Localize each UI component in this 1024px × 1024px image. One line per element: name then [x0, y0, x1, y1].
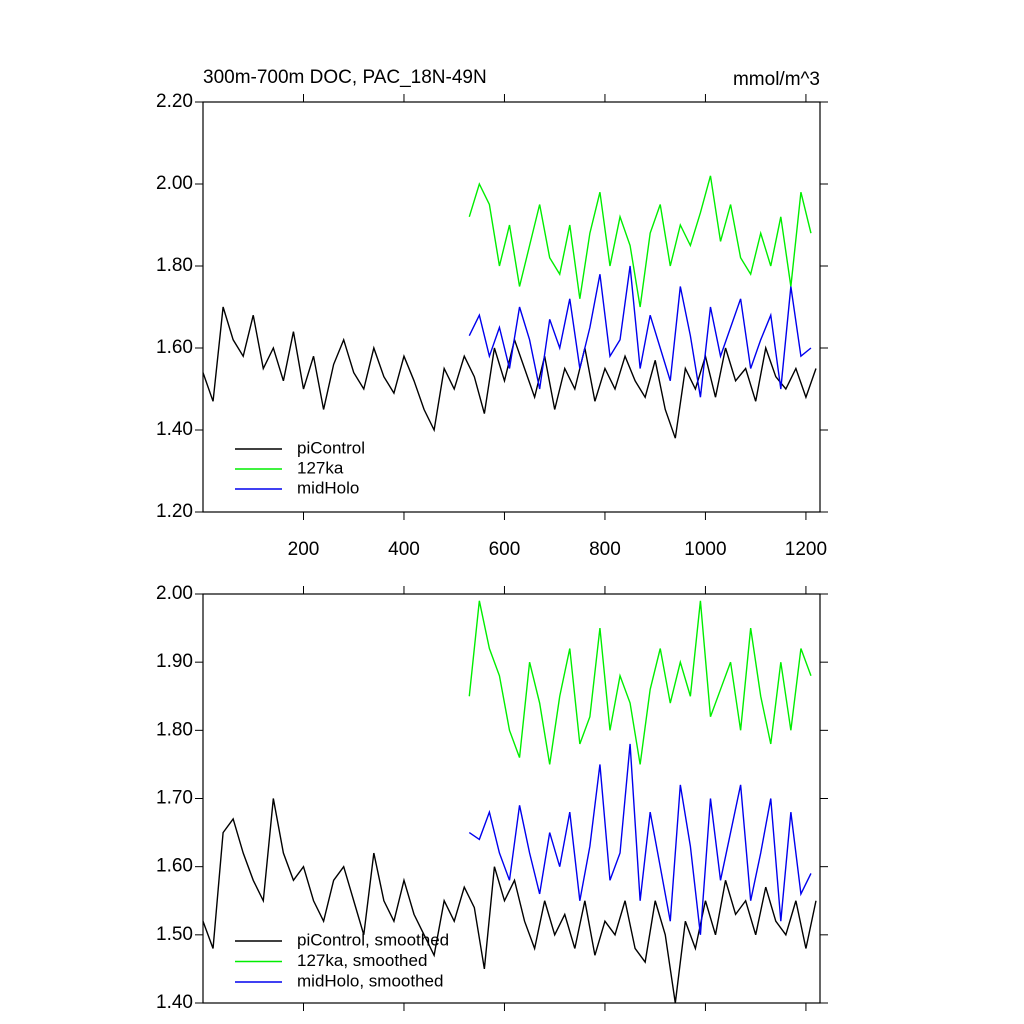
y-tick-label: 1.80 [156, 719, 193, 740]
y-tick-label: 1.80 [156, 255, 193, 276]
legend-label: midHolo [297, 478, 359, 497]
unit-label: mmol/m^3 [733, 69, 820, 90]
x-tick-label: 200 [288, 539, 320, 560]
plot-frame [202, 101, 821, 513]
legend-label: midHolo, smoothed [297, 971, 443, 990]
y-tick-label: 2.20 [156, 91, 193, 112]
legend-label: piControl, smoothed [297, 930, 449, 949]
series-line [202, 798, 817, 1004]
x-tick-label: 1200 [785, 539, 827, 560]
legend-label: 127ka [297, 458, 344, 477]
x-tick-label: 1000 [684, 539, 726, 560]
y-tick-label: 1.20 [156, 501, 193, 522]
series-line [468, 265, 812, 398]
series-line [468, 600, 812, 765]
x-tick-label: 800 [589, 539, 621, 560]
plot-frame [202, 593, 821, 1004]
legend-label: 127ka, smoothed [297, 951, 427, 970]
x-tick-label: 600 [489, 539, 521, 560]
y-tick-label: 1.40 [156, 992, 193, 1013]
y-tick-label: 1.40 [156, 419, 193, 440]
x-tick-label: 400 [388, 539, 420, 560]
series-line [202, 306, 817, 439]
y-tick-label: 1.60 [156, 337, 193, 358]
legend-label: piControl [297, 438, 365, 457]
y-tick-label: 2.00 [156, 173, 193, 194]
y-tick-label: 1.90 [156, 651, 193, 672]
series-line [468, 175, 812, 308]
y-tick-label: 1.70 [156, 788, 193, 809]
series-line [468, 743, 812, 935]
y-tick-label: 1.50 [156, 924, 193, 945]
chart-title: 300m-700m DOC, PAC_18N-49N [203, 67, 487, 88]
y-tick-label: 1.60 [156, 856, 193, 877]
y-tick-label: 2.00 [156, 583, 193, 604]
